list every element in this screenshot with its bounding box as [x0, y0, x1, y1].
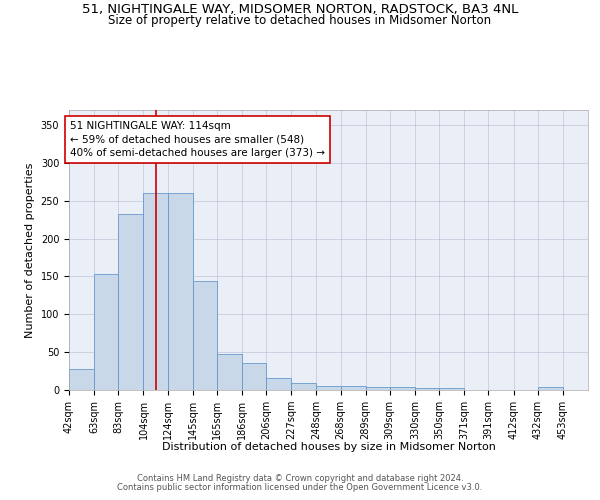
Bar — [143, 193, 167, 390]
Bar — [266, 378, 291, 390]
Text: Contains HM Land Registry data © Crown copyright and database right 2024.: Contains HM Land Registry data © Crown c… — [137, 474, 463, 483]
Bar — [415, 388, 439, 390]
Text: Size of property relative to detached houses in Midsomer Norton: Size of property relative to detached ho… — [109, 14, 491, 27]
Bar — [193, 281, 217, 390]
Bar — [217, 354, 242, 390]
Bar — [316, 386, 341, 390]
Text: Contains public sector information licensed under the Open Government Licence v3: Contains public sector information licen… — [118, 484, 482, 492]
Bar — [538, 387, 563, 390]
Bar — [366, 387, 390, 390]
Text: 51, NIGHTINGALE WAY, MIDSOMER NORTON, RADSTOCK, BA3 4NL: 51, NIGHTINGALE WAY, MIDSOMER NORTON, RA… — [82, 2, 518, 16]
Y-axis label: Number of detached properties: Number of detached properties — [25, 162, 35, 338]
Text: Distribution of detached houses by size in Midsomer Norton: Distribution of detached houses by size … — [162, 442, 496, 452]
Bar — [242, 363, 266, 390]
Bar — [167, 193, 193, 390]
Bar — [439, 388, 464, 390]
Text: 51 NIGHTINGALE WAY: 114sqm
← 59% of detached houses are smaller (548)
40% of sem: 51 NIGHTINGALE WAY: 114sqm ← 59% of deta… — [70, 122, 325, 158]
Bar — [94, 274, 118, 390]
Bar — [341, 386, 366, 390]
Bar — [291, 383, 316, 390]
Bar — [390, 387, 415, 390]
Bar — [118, 214, 143, 390]
Bar — [69, 369, 94, 390]
